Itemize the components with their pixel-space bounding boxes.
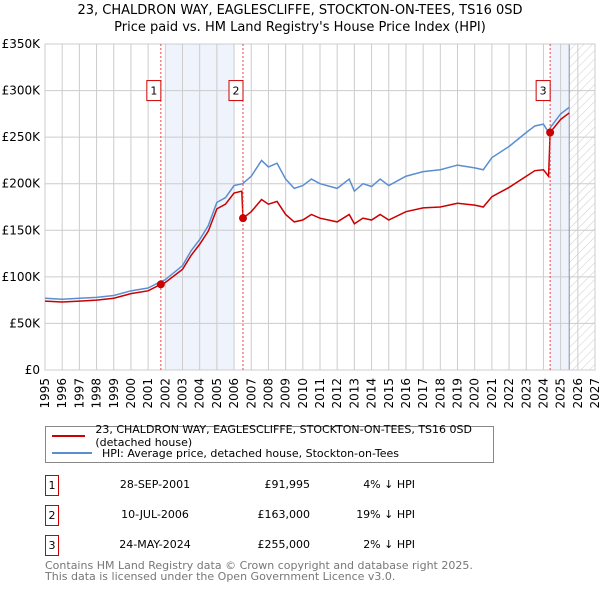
y-tick-label: £300K: [2, 84, 42, 98]
plot-border: [44, 43, 596, 371]
x-tick-label: 1995: [38, 378, 52, 409]
sale-point: [239, 214, 247, 223]
x-tick-label: 2001: [141, 378, 155, 409]
sale-date: 24-MAY-2024: [119, 538, 191, 551]
x-tick-label: 2024: [536, 378, 550, 409]
x-tick-label: 2023: [519, 378, 533, 409]
sale-delta: 19% ↓ HPI: [356, 508, 415, 521]
x-tick-label: 1999: [107, 378, 121, 409]
sale-price: £163,000: [257, 508, 311, 521]
x-tick-label: 2009: [279, 378, 293, 409]
sale-marker-box: [228, 80, 244, 102]
sale-delta: 4% ↓ HPI: [363, 478, 415, 491]
legend-swatch-blue: [52, 452, 92, 454]
x-tick-label: 2004: [193, 378, 207, 409]
x-tick-label: 2005: [210, 378, 224, 409]
x-tick-label: 2010: [296, 378, 310, 409]
sale-marker-box: [146, 80, 162, 102]
legend-item-hpi: HPI: Average price, detached house, Stoc…: [52, 445, 399, 461]
x-tick-label: 1998: [90, 378, 104, 409]
legend-label-property: 23, CHALDRON WAY, EAGLESCLIFFE, STOCKTON…: [95, 423, 472, 449]
x-tick-label: 2000: [124, 378, 138, 409]
property-price-line: [44, 112, 570, 303]
forecast-hatch: [569, 44, 595, 370]
sale-point: [156, 280, 165, 289]
y-tick-label: £50K: [9, 316, 41, 330]
sale-marker-label: 3: [540, 85, 547, 98]
y-tick-label: £150K: [2, 223, 42, 237]
x-tick-label: 2003: [176, 378, 190, 409]
sale-row: 2 10-JUL-2006 £163,000 19% ↓ HPI: [45, 505, 445, 526]
x-tick-label: 2006: [227, 378, 241, 409]
x-tick-label: 1997: [72, 378, 86, 409]
x-tick-label: 2016: [399, 378, 413, 409]
sale-delta: 2% ↓ HPI: [363, 538, 415, 551]
x-tick-label: 2015: [382, 378, 396, 409]
sale-date: 28-SEP-2001: [119, 478, 191, 491]
footer: Contains HM Land Registry data © Crown c…: [45, 560, 473, 582]
sale-date: 10-JUL-2006: [121, 508, 189, 521]
x-tick-label: 2020: [468, 378, 482, 409]
x-tick-label: 2013: [347, 378, 361, 409]
sale-row: 3 24-MAY-2024 £255,000 2% ↓ HPI: [45, 535, 445, 556]
y-tick-label: £350K: [2, 37, 42, 51]
price-chart: 1995 1996 1997 1998 1999 2000 2001 2002 2003 2004…: [2, 37, 600, 409]
x-tick-label: 2027: [588, 378, 600, 409]
sale-row: 1 28-SEP-2001 £91,995 4% ↓ HPI: [45, 475, 445, 496]
sale-marker-box: [535, 80, 551, 102]
y-tick-label: £100K: [2, 270, 42, 284]
sale-price: £91,995: [264, 478, 311, 491]
sale-point: [546, 128, 555, 137]
x-tick-label: 2012: [330, 378, 344, 409]
legend-label-hpi: HPI: Average price, detached house, Stoc…: [102, 446, 400, 460]
y-tick-label: £250K: [2, 130, 42, 144]
sale-badge: 2: [45, 505, 59, 526]
x-tick-label: 2014: [365, 378, 379, 409]
x-tick-label: 2007: [244, 378, 258, 409]
sale-marker-label: 2: [233, 85, 240, 98]
x-tick-label: 2002: [158, 378, 172, 409]
x-tick-label: 2018: [433, 378, 447, 409]
x-tick-label: 2017: [416, 378, 430, 409]
x-tick-label: 1996: [55, 378, 69, 409]
footer-licence: This data is licensed under the Open Gov…: [45, 570, 396, 583]
y-tick-label: £0: [25, 363, 40, 377]
chart-title: 23, CHALDRON WAY, EAGLESCLIFFE, STOCKTON…: [77, 3, 523, 18]
sale-marker-label: 1: [150, 85, 157, 98]
footer-copyright: Contains HM Land Registry data © Crown c…: [45, 559, 473, 572]
x-tick-label: 2025: [554, 378, 568, 409]
sale-price: £255,000: [257, 538, 311, 551]
x-tick-label: 2022: [502, 378, 516, 409]
legend-item-property: 23, CHALDRON WAY, EAGLESCLIFFE, STOCKTON…: [52, 423, 493, 449]
legend-swatch-red: [52, 435, 86, 437]
sale-badge: 1: [45, 475, 59, 496]
x-tick-label: 2026: [571, 378, 585, 409]
shaded-range: [550, 44, 570, 370]
chart-subtitle: Price paid vs. HM Land Registry's House …: [114, 20, 486, 35]
sale-badge: 3: [45, 535, 59, 556]
x-tick-label: 2008: [261, 378, 275, 409]
x-tick-label: 2019: [451, 378, 465, 409]
legend: 23, CHALDRON WAY, EAGLESCLIFFE, STOCKTON…: [45, 423, 494, 463]
x-tick-label: 2021: [485, 378, 499, 409]
y-tick-label: £200K: [2, 177, 42, 191]
x-tick-label: 2011: [313, 378, 327, 409]
hpi-line: [44, 106, 570, 300]
